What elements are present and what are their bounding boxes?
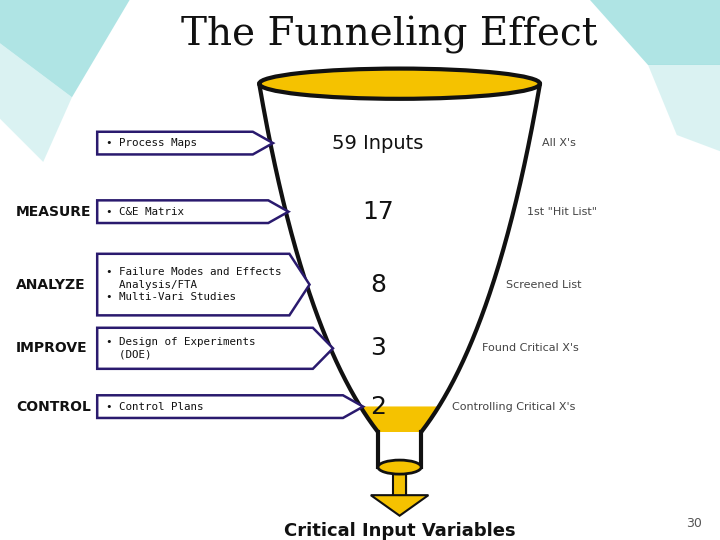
Text: 8: 8 (370, 273, 386, 296)
Text: 59 Inputs: 59 Inputs (333, 133, 423, 153)
Polygon shape (97, 328, 333, 369)
Text: Critical Input Variables: Critical Input Variables (284, 522, 516, 540)
Ellipse shape (259, 69, 540, 99)
Text: • Process Maps: • Process Maps (106, 138, 197, 148)
Text: • Design of Experiments
  (DOE): • Design of Experiments (DOE) (106, 337, 256, 360)
Text: CONTROL: CONTROL (16, 400, 91, 414)
Text: All X's: All X's (542, 138, 576, 148)
Text: IMPROVE: IMPROVE (16, 341, 87, 355)
Text: 1st "Hit List": 1st "Hit List" (526, 207, 597, 217)
Ellipse shape (378, 460, 421, 474)
Polygon shape (371, 495, 428, 516)
Polygon shape (259, 84, 540, 432)
Polygon shape (648, 65, 720, 151)
Polygon shape (0, 43, 72, 162)
Text: • Control Plans: • Control Plans (106, 402, 203, 411)
Text: • C&E Matrix: • C&E Matrix (106, 207, 184, 217)
Polygon shape (590, 0, 720, 65)
Text: ANALYZE: ANALYZE (16, 278, 86, 292)
Text: • Failure Modes and Effects
  Analysis/FTA
• Multi-Vari Studies: • Failure Modes and Effects Analysis/FTA… (106, 267, 282, 302)
Polygon shape (97, 254, 310, 315)
Text: The Funneling Effect: The Funneling Effect (181, 16, 597, 54)
Text: 2: 2 (370, 395, 386, 418)
Polygon shape (97, 132, 273, 154)
Text: Screened List: Screened List (505, 280, 581, 289)
Text: 3: 3 (370, 336, 386, 360)
Bar (378, 432, 421, 467)
Polygon shape (97, 200, 289, 223)
Polygon shape (97, 395, 363, 418)
Polygon shape (0, 0, 130, 97)
Text: MEASURE: MEASURE (16, 205, 91, 219)
Text: Controlling Critical X's: Controlling Critical X's (452, 402, 575, 411)
Text: 30: 30 (686, 517, 702, 530)
Polygon shape (360, 407, 439, 432)
Text: Found Critical X's: Found Critical X's (482, 343, 579, 353)
Text: 17: 17 (362, 200, 394, 224)
